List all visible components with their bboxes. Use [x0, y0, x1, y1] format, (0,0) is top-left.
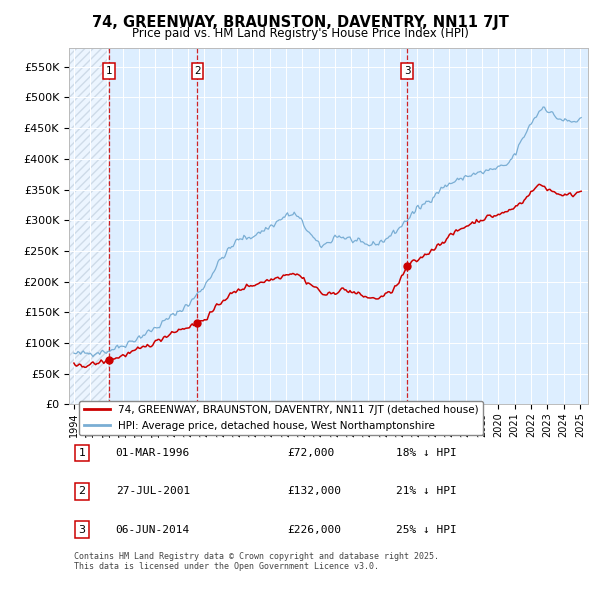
Text: £72,000: £72,000 [287, 448, 334, 458]
Text: Price paid vs. HM Land Registry's House Price Index (HPI): Price paid vs. HM Land Registry's House … [131, 27, 469, 40]
Text: 1: 1 [106, 66, 113, 76]
Text: 2: 2 [194, 66, 201, 76]
Text: 21% ↓ HPI: 21% ↓ HPI [396, 486, 457, 496]
Bar [69, 48, 109, 405]
Text: 3: 3 [404, 66, 410, 76]
Legend: 74, GREENWAY, BRAUNSTON, DAVENTRY, NN11 7JT (detached house), HPI: Average price: 74, GREENWAY, BRAUNSTON, DAVENTRY, NN11 … [79, 401, 483, 435]
Text: 1: 1 [79, 448, 85, 458]
Text: 2: 2 [79, 486, 86, 496]
Text: 74, GREENWAY, BRAUNSTON, DAVENTRY, NN11 7JT: 74, GREENWAY, BRAUNSTON, DAVENTRY, NN11 … [92, 15, 508, 30]
Text: 25% ↓ HPI: 25% ↓ HPI [396, 525, 457, 535]
Text: £132,000: £132,000 [287, 486, 341, 496]
Text: 18% ↓ HPI: 18% ↓ HPI [396, 448, 457, 458]
Text: 27-JUL-2001: 27-JUL-2001 [116, 486, 190, 496]
Text: Contains HM Land Registry data © Crown copyright and database right 2025.
This d: Contains HM Land Registry data © Crown c… [74, 552, 439, 571]
Text: 3: 3 [79, 525, 85, 535]
Text: 06-JUN-2014: 06-JUN-2014 [116, 525, 190, 535]
Text: £226,000: £226,000 [287, 525, 341, 535]
Text: 01-MAR-1996: 01-MAR-1996 [116, 448, 190, 458]
